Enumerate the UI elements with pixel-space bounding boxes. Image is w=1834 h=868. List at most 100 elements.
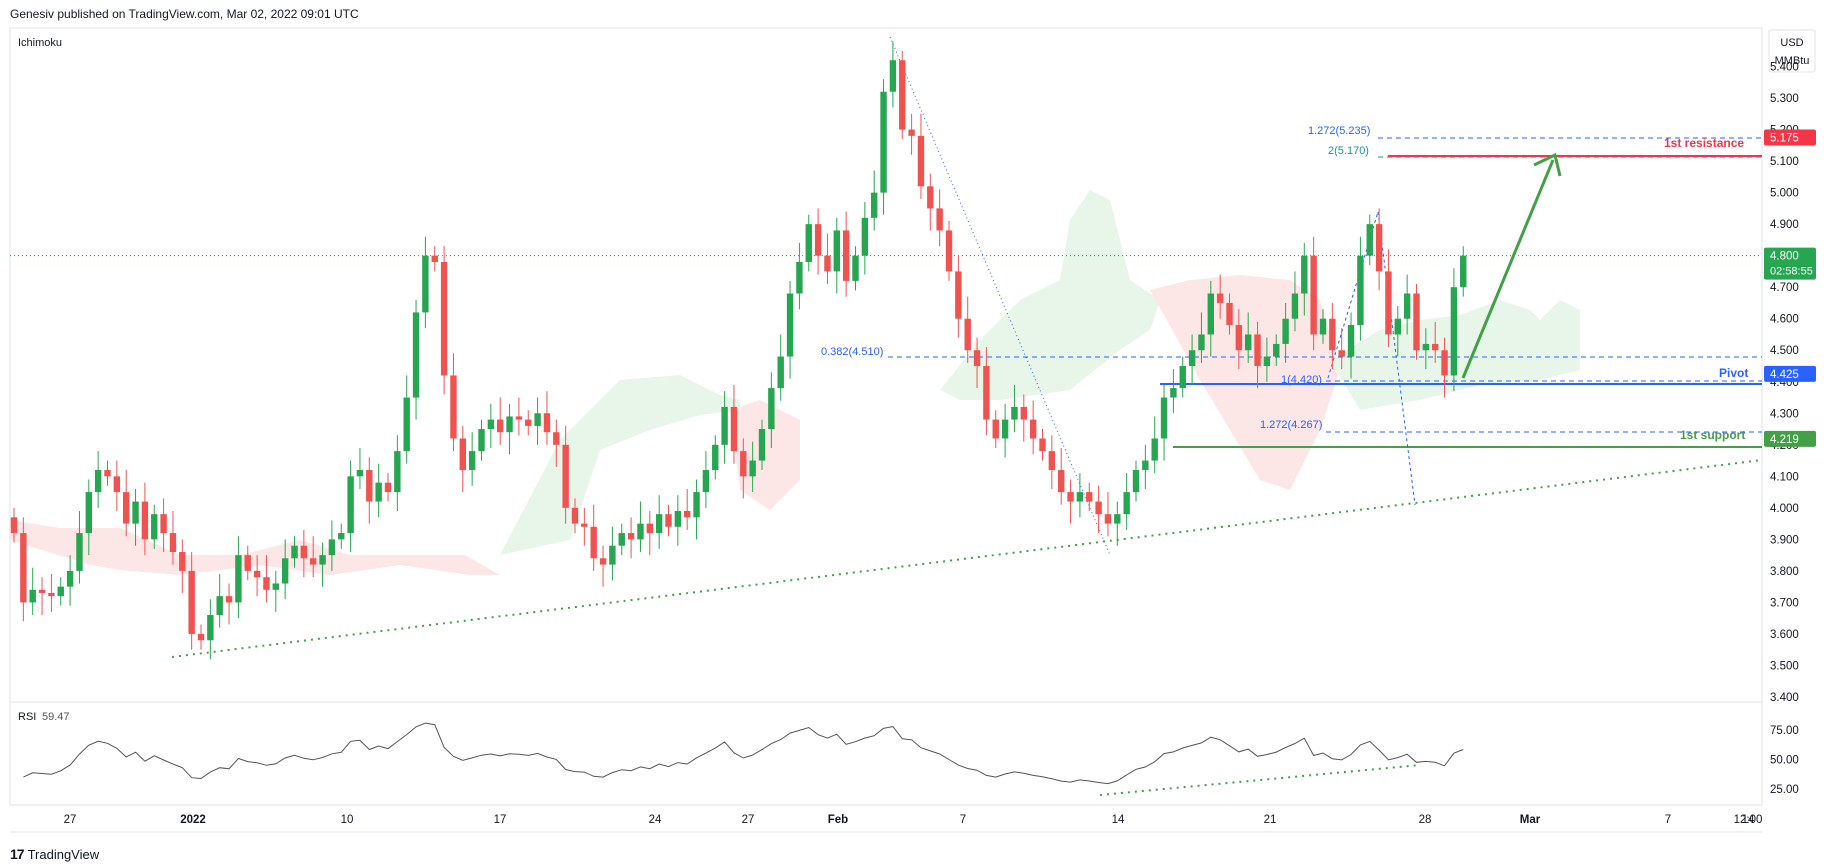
candle-body xyxy=(151,514,158,540)
currency-bottom: MMBtu xyxy=(1775,55,1810,67)
candle-body xyxy=(627,533,635,540)
fib-2-label: 2(5.170) xyxy=(1328,145,1369,157)
indicator-label: Ichimoku xyxy=(18,37,62,49)
candle-body xyxy=(917,135,925,187)
candle-body xyxy=(609,545,616,565)
y-tick-label: 3.600 xyxy=(1770,629,1799,641)
x-tick-label: 28 xyxy=(1419,814,1432,826)
x-tick-label: Mar xyxy=(1520,814,1541,826)
x-tick-label: 7 xyxy=(1665,814,1671,826)
y-tick-label: 4.000 xyxy=(1770,503,1799,515)
candle-body xyxy=(525,419,532,426)
candle-body xyxy=(927,186,934,209)
y-tick-label: 4.900 xyxy=(1770,219,1799,231)
tradingview-footer[interactable]: 17 TradingView xyxy=(10,846,99,862)
currency-box[interactable] xyxy=(1768,29,1816,73)
price-axis[interactable]: USD MMBtu 5.4005.3005.2005.1005.0004.900… xyxy=(1768,29,1816,704)
candle-body xyxy=(300,545,308,559)
candle-body xyxy=(730,406,738,452)
candle-body xyxy=(1160,397,1168,439)
candle-body xyxy=(1263,356,1271,366)
candle-body xyxy=(506,416,513,433)
candle-body xyxy=(1216,293,1224,303)
candle-body xyxy=(1245,334,1252,351)
candle-body xyxy=(992,419,999,439)
candle-body xyxy=(1001,419,1009,439)
candle-body xyxy=(1385,271,1392,335)
candle-body xyxy=(281,558,289,584)
candle-body xyxy=(618,533,625,546)
candle-body xyxy=(1347,325,1355,357)
fib-0382-label: 0.382(4.510) xyxy=(821,346,883,358)
candle-body xyxy=(1375,224,1383,272)
candle-body xyxy=(1235,325,1243,351)
candle-body xyxy=(291,545,298,559)
candle-body xyxy=(272,583,279,590)
candle-body xyxy=(1226,302,1233,326)
y-tick-label: 3.400 xyxy=(1770,692,1799,704)
x-tick-label: 14 xyxy=(1742,814,1755,826)
x-tick-label: 10 xyxy=(341,814,354,826)
candle-body xyxy=(328,539,336,556)
candle-body xyxy=(450,375,457,439)
candle-body xyxy=(440,261,448,376)
candle-body xyxy=(936,208,943,231)
candle-body xyxy=(1086,492,1093,502)
candle-body xyxy=(1039,438,1046,452)
price-badge xyxy=(1764,365,1816,382)
y-tick-label: 3.700 xyxy=(1770,597,1799,609)
candle-body xyxy=(375,482,382,502)
candle-body xyxy=(347,476,354,534)
x-tick-label: 21 xyxy=(1264,814,1277,826)
candle-body xyxy=(880,91,887,193)
candle-body xyxy=(1432,343,1439,351)
candle-body xyxy=(123,492,130,524)
candle-body xyxy=(665,514,672,527)
candle-body xyxy=(394,451,401,493)
annotation-labels: Ichimoku 1st resistance Pivot 1st suppor… xyxy=(18,37,1748,442)
candle-body xyxy=(235,555,242,603)
candle-body xyxy=(1357,255,1364,326)
fib-descent-line xyxy=(889,36,1111,556)
candle-body xyxy=(955,271,962,319)
price-badge xyxy=(1764,129,1816,146)
candle-body xyxy=(945,230,953,272)
y-tick-label: 4.100 xyxy=(1770,471,1799,483)
price-badge-label: 4.219 xyxy=(1770,434,1799,446)
y-tick-label: 4.600 xyxy=(1770,314,1799,326)
candle-body xyxy=(758,429,766,461)
candle-body xyxy=(38,589,46,593)
candle-body xyxy=(216,596,223,616)
candle-body xyxy=(581,523,588,527)
fib-swing-down xyxy=(1377,211,1416,506)
candle-body xyxy=(310,558,317,565)
candle-body xyxy=(1142,460,1149,471)
candle-body xyxy=(777,356,784,389)
candle-body xyxy=(244,555,251,571)
y-tick-label: 5.400 xyxy=(1770,62,1799,74)
support-label: 1st support xyxy=(1680,428,1745,442)
candle-body xyxy=(48,592,55,597)
candle-body xyxy=(160,514,167,534)
candle-body xyxy=(319,555,326,565)
candle-body xyxy=(1095,501,1102,515)
candle-body xyxy=(973,350,981,366)
candle-body xyxy=(1366,224,1373,256)
candle-body xyxy=(1123,492,1130,515)
candle-body xyxy=(693,492,700,518)
target-arrow-head xyxy=(1533,152,1562,177)
candle-body xyxy=(1319,318,1327,335)
candle-body xyxy=(1048,451,1056,471)
candle-body xyxy=(1058,470,1065,493)
candle-body xyxy=(871,192,878,218)
price-badge xyxy=(1764,430,1816,447)
candle-body xyxy=(1011,406,1018,420)
cloud-red-3 xyxy=(1150,275,1340,490)
candle-body xyxy=(412,312,420,398)
y-tick-label: 4.500 xyxy=(1770,345,1799,357)
rsi-pane[interactable]: RSI 59.47 75.00 50.00 25.00 xyxy=(18,711,1799,796)
y-tick-label: 3.800 xyxy=(1770,566,1799,578)
price-badge xyxy=(1764,247,1816,280)
